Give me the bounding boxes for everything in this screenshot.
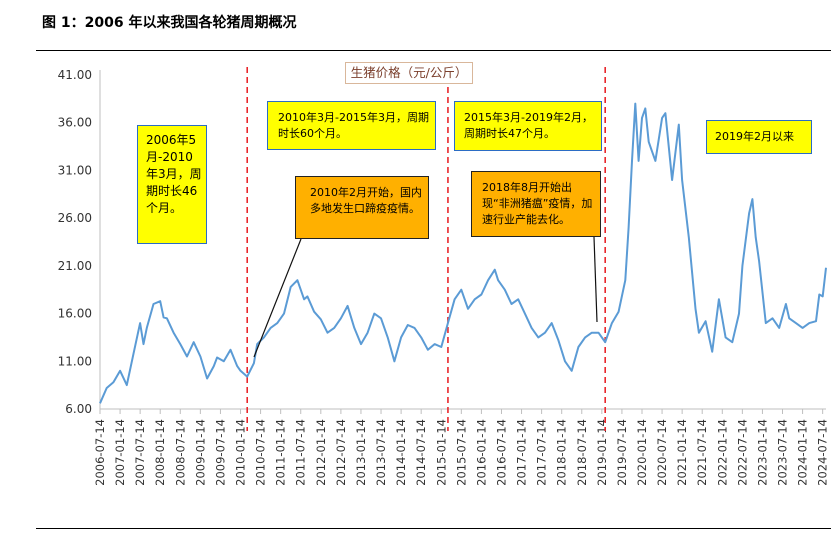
x-tick-label: 2013-07-14 bbox=[374, 419, 388, 486]
callout-line-foot-and-mouth bbox=[253, 238, 302, 358]
x-tick-label: 2020-07-14 bbox=[655, 419, 669, 486]
x-tick-label: 2010-01-14 bbox=[234, 419, 248, 486]
x-tick-label: 2022-01-14 bbox=[715, 419, 729, 486]
annotation-box-foot-and-mouth: 2010年2月开始，国内多地发生口蹄疫疫情。 bbox=[295, 176, 429, 239]
x-tick-label: 2007-07-14 bbox=[133, 419, 147, 486]
x-tick-label: 2012-01-14 bbox=[314, 419, 328, 486]
x-axis: 2006-07-14 2007-01-14 2007-07-14 2008-01-14… bbox=[93, 408, 830, 486]
annotation-box-cycle-2006: 2006年5月-2010年3月，周期时长46个月。 bbox=[137, 125, 207, 244]
x-tick-label: 2024-07-14 bbox=[816, 419, 830, 486]
top-rule bbox=[36, 50, 831, 51]
annotation-box-cycle-2015: 2015年3月-2019年2月，周期时长47个月。 bbox=[454, 101, 602, 151]
x-tick-label: 2012-07-14 bbox=[334, 419, 348, 486]
y-tick-label: 21.00 bbox=[58, 259, 92, 273]
cycle-markers bbox=[246, 67, 606, 431]
y-tick-label: 11.00 bbox=[58, 354, 92, 368]
x-tick-label: 2013-01-14 bbox=[354, 419, 368, 486]
x-tick-label: 2011-07-14 bbox=[294, 419, 308, 486]
x-tick-label: 2006-07-14 bbox=[93, 419, 107, 486]
y-tick-label: 31.00 bbox=[58, 163, 92, 177]
annotation-box-cycle-2019: 2019年2月以来 bbox=[706, 120, 812, 154]
annotation-box-cycle-2010: 2010年3月-2015年3月，周期时长60个月。 bbox=[267, 101, 436, 150]
x-tick-label: 2015-07-14 bbox=[454, 419, 468, 486]
x-tick-label: 2008-07-14 bbox=[173, 419, 187, 486]
callout-lines bbox=[253, 236, 598, 358]
x-tick-label: 2023-07-14 bbox=[776, 419, 790, 486]
y-tick-label: 41.00 bbox=[58, 68, 92, 82]
x-tick-label: 2023-01-14 bbox=[755, 419, 769, 486]
x-tick-label: 2021-01-14 bbox=[675, 419, 689, 486]
y-tick-label: 36.00 bbox=[58, 116, 92, 130]
chart-title: 生猪价格（元/公斤） bbox=[345, 62, 473, 84]
x-tick-label: 2008-01-14 bbox=[153, 419, 167, 486]
bottom-rule bbox=[36, 528, 831, 529]
x-tick-label: 2007-01-14 bbox=[113, 419, 127, 486]
x-tick-label: 2024-01-14 bbox=[796, 419, 810, 486]
figure-title: 图 1：2006 年以来我国各轮猪周期概况 bbox=[42, 15, 297, 31]
y-axis: 41.00 36.00 31.00 26.00 21.00 16.00 11.00 6.00 bbox=[58, 68, 101, 416]
x-tick-label: 2022-07-14 bbox=[735, 419, 749, 486]
x-tick-label: 2017-01-14 bbox=[515, 419, 529, 486]
x-tick-label: 2010-07-14 bbox=[254, 419, 268, 486]
y-tick-label: 26.00 bbox=[58, 211, 92, 225]
x-tick-label: 2014-01-14 bbox=[394, 419, 408, 486]
x-tick-label: 2014-07-14 bbox=[414, 419, 428, 486]
x-tick-label: 2017-07-14 bbox=[535, 419, 549, 486]
x-tick-label: 2016-01-14 bbox=[474, 419, 488, 486]
x-tick-label: 2009-07-14 bbox=[213, 419, 227, 486]
price-series-line bbox=[99, 102, 827, 404]
series-group bbox=[99, 102, 827, 404]
x-tick-label: 2018-01-14 bbox=[555, 419, 569, 486]
x-tick-label: 2015-01-14 bbox=[434, 419, 448, 486]
x-tick-label: 2016-07-14 bbox=[494, 419, 508, 486]
x-tick-label: 2021-07-14 bbox=[695, 419, 709, 486]
x-tick-label: 2009-01-14 bbox=[193, 419, 207, 486]
x-tick-label: 2019-01-14 bbox=[595, 419, 609, 486]
x-tick-label: 2018-07-14 bbox=[575, 419, 589, 486]
x-tick-label: 2019-07-14 bbox=[615, 419, 629, 486]
callout-line-african-swine-fever bbox=[593, 236, 598, 323]
y-tick-label: 16.00 bbox=[58, 307, 92, 321]
x-tick-label: 2011-01-14 bbox=[274, 419, 288, 486]
y-tick-label: 6.00 bbox=[65, 402, 92, 416]
x-tick-label: 2020-01-14 bbox=[635, 419, 649, 486]
annotation-box-african-swine-fever: 2018年8月开始出现“非洲猪瘟”疫情，加速行业产能去化。 bbox=[471, 171, 601, 237]
